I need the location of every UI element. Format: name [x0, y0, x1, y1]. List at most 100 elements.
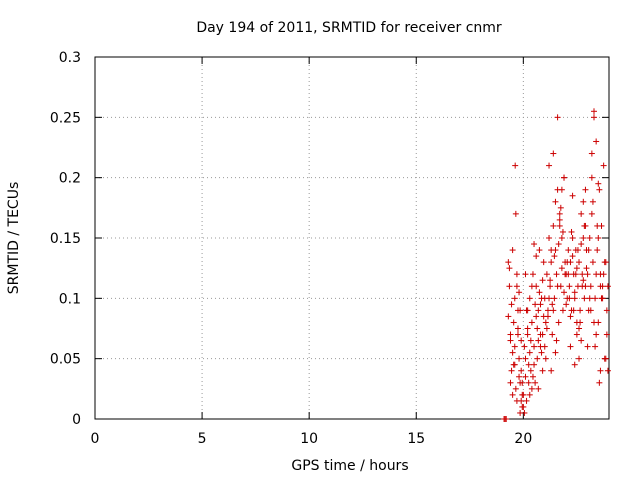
data-point [578, 210, 585, 217]
data-point [531, 241, 538, 248]
data-point [555, 241, 562, 248]
data-point [573, 331, 580, 338]
x-axis-label: GPS time / hours [291, 458, 408, 474]
data-point [589, 259, 596, 266]
data-point [568, 228, 575, 235]
data-point [555, 319, 562, 326]
data-point [593, 138, 600, 145]
data-point [561, 174, 568, 181]
data-point [534, 355, 541, 362]
data-point [517, 307, 524, 314]
data-point [583, 265, 590, 272]
x-tick-label: 0 [91, 431, 100, 447]
data-point [569, 253, 576, 260]
data-point [542, 319, 549, 326]
data-point [510, 319, 517, 326]
data-point [527, 367, 534, 374]
chart-title: Day 194 of 2011, SRMTID for receiver cnm… [196, 20, 502, 36]
data-point [559, 307, 566, 314]
data-point [538, 349, 545, 356]
data-point [528, 283, 535, 290]
data-point [551, 253, 558, 260]
data-point [542, 355, 549, 362]
data-point [509, 247, 516, 254]
data-point [508, 301, 515, 308]
data-point [533, 313, 540, 320]
data-point [516, 373, 523, 380]
data-point [580, 198, 587, 205]
data-point [580, 235, 587, 241]
data-point [593, 271, 600, 278]
y-tick-label: 0.2 [59, 171, 81, 187]
data-point [509, 391, 516, 398]
data-point [535, 337, 542, 344]
axis-tick-labels: 0 5 10 15 20 0 0.05 0.1 0.15 0.2 0.25 0.3 [50, 50, 532, 447]
data-point [547, 283, 554, 290]
data-point [592, 295, 599, 302]
data-point [595, 180, 602, 187]
data-point [566, 283, 573, 290]
data-point [592, 343, 599, 350]
data-point [578, 241, 585, 248]
data-point [593, 331, 600, 338]
data-point [584, 271, 591, 278]
data-point [507, 337, 514, 344]
data-point [589, 198, 596, 205]
data-point [565, 247, 572, 254]
data-point [574, 247, 581, 254]
data-point [558, 265, 565, 272]
data-point [524, 325, 531, 332]
data-point [543, 325, 550, 332]
y-tick-label: 0.3 [59, 50, 81, 66]
data-point [549, 331, 556, 338]
data-point [511, 361, 518, 368]
data-point [513, 271, 520, 278]
data-point [506, 283, 513, 290]
data-points [501, 108, 611, 422]
data-point [525, 361, 532, 368]
data-point [520, 391, 527, 398]
data-point [550, 307, 557, 314]
data-point [603, 331, 610, 338]
data-point [534, 325, 541, 332]
data-point [584, 343, 591, 350]
data-point [509, 349, 516, 356]
data-point [553, 337, 560, 344]
data-point [588, 174, 595, 181]
data-point [588, 210, 595, 217]
data-point [507, 331, 514, 338]
data-point [578, 337, 585, 344]
data-point [519, 379, 526, 386]
data-point [539, 367, 546, 374]
data-point [577, 307, 584, 314]
data-point [527, 337, 534, 344]
data-point [512, 210, 519, 217]
data-point [571, 289, 578, 296]
data-point [521, 343, 528, 350]
data-point [531, 343, 538, 350]
data-point [559, 228, 566, 235]
data-point [505, 259, 512, 266]
y-tick-label: 0.25 [50, 110, 81, 126]
data-point [524, 331, 531, 338]
data-point [513, 283, 520, 290]
data-point [577, 319, 584, 326]
data-point [571, 295, 578, 302]
y-tick-label: 0 [72, 412, 81, 428]
data-point [516, 289, 523, 296]
data-point [581, 222, 588, 229]
data-point [591, 319, 598, 326]
data-point [526, 295, 533, 302]
data-point [554, 283, 561, 290]
data-point [586, 295, 593, 302]
data-point [539, 277, 546, 284]
data-point [529, 271, 536, 278]
data-point [585, 247, 592, 254]
data-point [520, 403, 527, 410]
data-point [544, 313, 551, 320]
data-point [600, 162, 607, 169]
data-point [586, 235, 593, 241]
data-point [576, 259, 583, 266]
data-point [526, 391, 533, 398]
data-point [581, 295, 588, 302]
